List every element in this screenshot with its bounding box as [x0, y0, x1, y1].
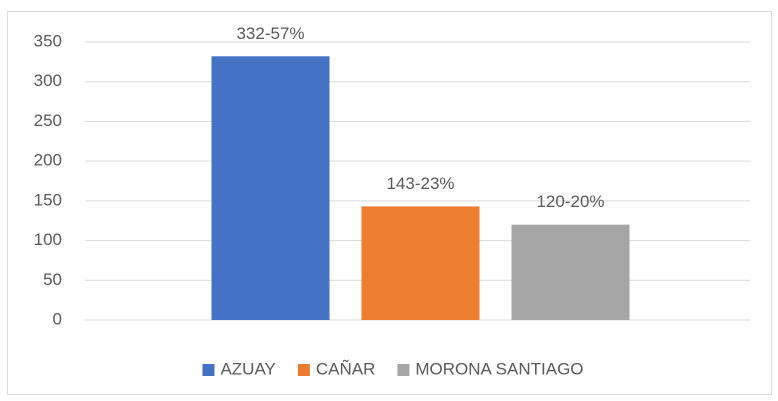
y-tick-label: 200: [34, 151, 62, 170]
legend-label: MORONA SANTIAGO: [415, 359, 583, 378]
legend-label: CAÑAR: [316, 359, 376, 378]
y-tick-label: 300: [34, 71, 62, 90]
bar: [361, 206, 480, 320]
y-tick-label: 350: [34, 31, 62, 50]
legend-swatch: [297, 364, 310, 376]
y-tick-label: 150: [34, 190, 62, 209]
legend-swatch: [397, 364, 410, 376]
bar: [511, 224, 630, 320]
legend-swatch: [202, 364, 215, 376]
y-tick-label: 50: [43, 270, 62, 289]
y-tick-label: 0: [53, 309, 62, 328]
data-label: 143-23%: [386, 174, 454, 193]
y-tick-label: 250: [34, 111, 62, 130]
y-tick-label: 100: [34, 230, 62, 249]
data-label: 332-57%: [236, 24, 304, 43]
data-label: 120-20%: [536, 192, 604, 211]
chart-border: [7, 11, 772, 395]
legend-label: AZUAY: [220, 359, 275, 378]
bar: [211, 56, 330, 320]
